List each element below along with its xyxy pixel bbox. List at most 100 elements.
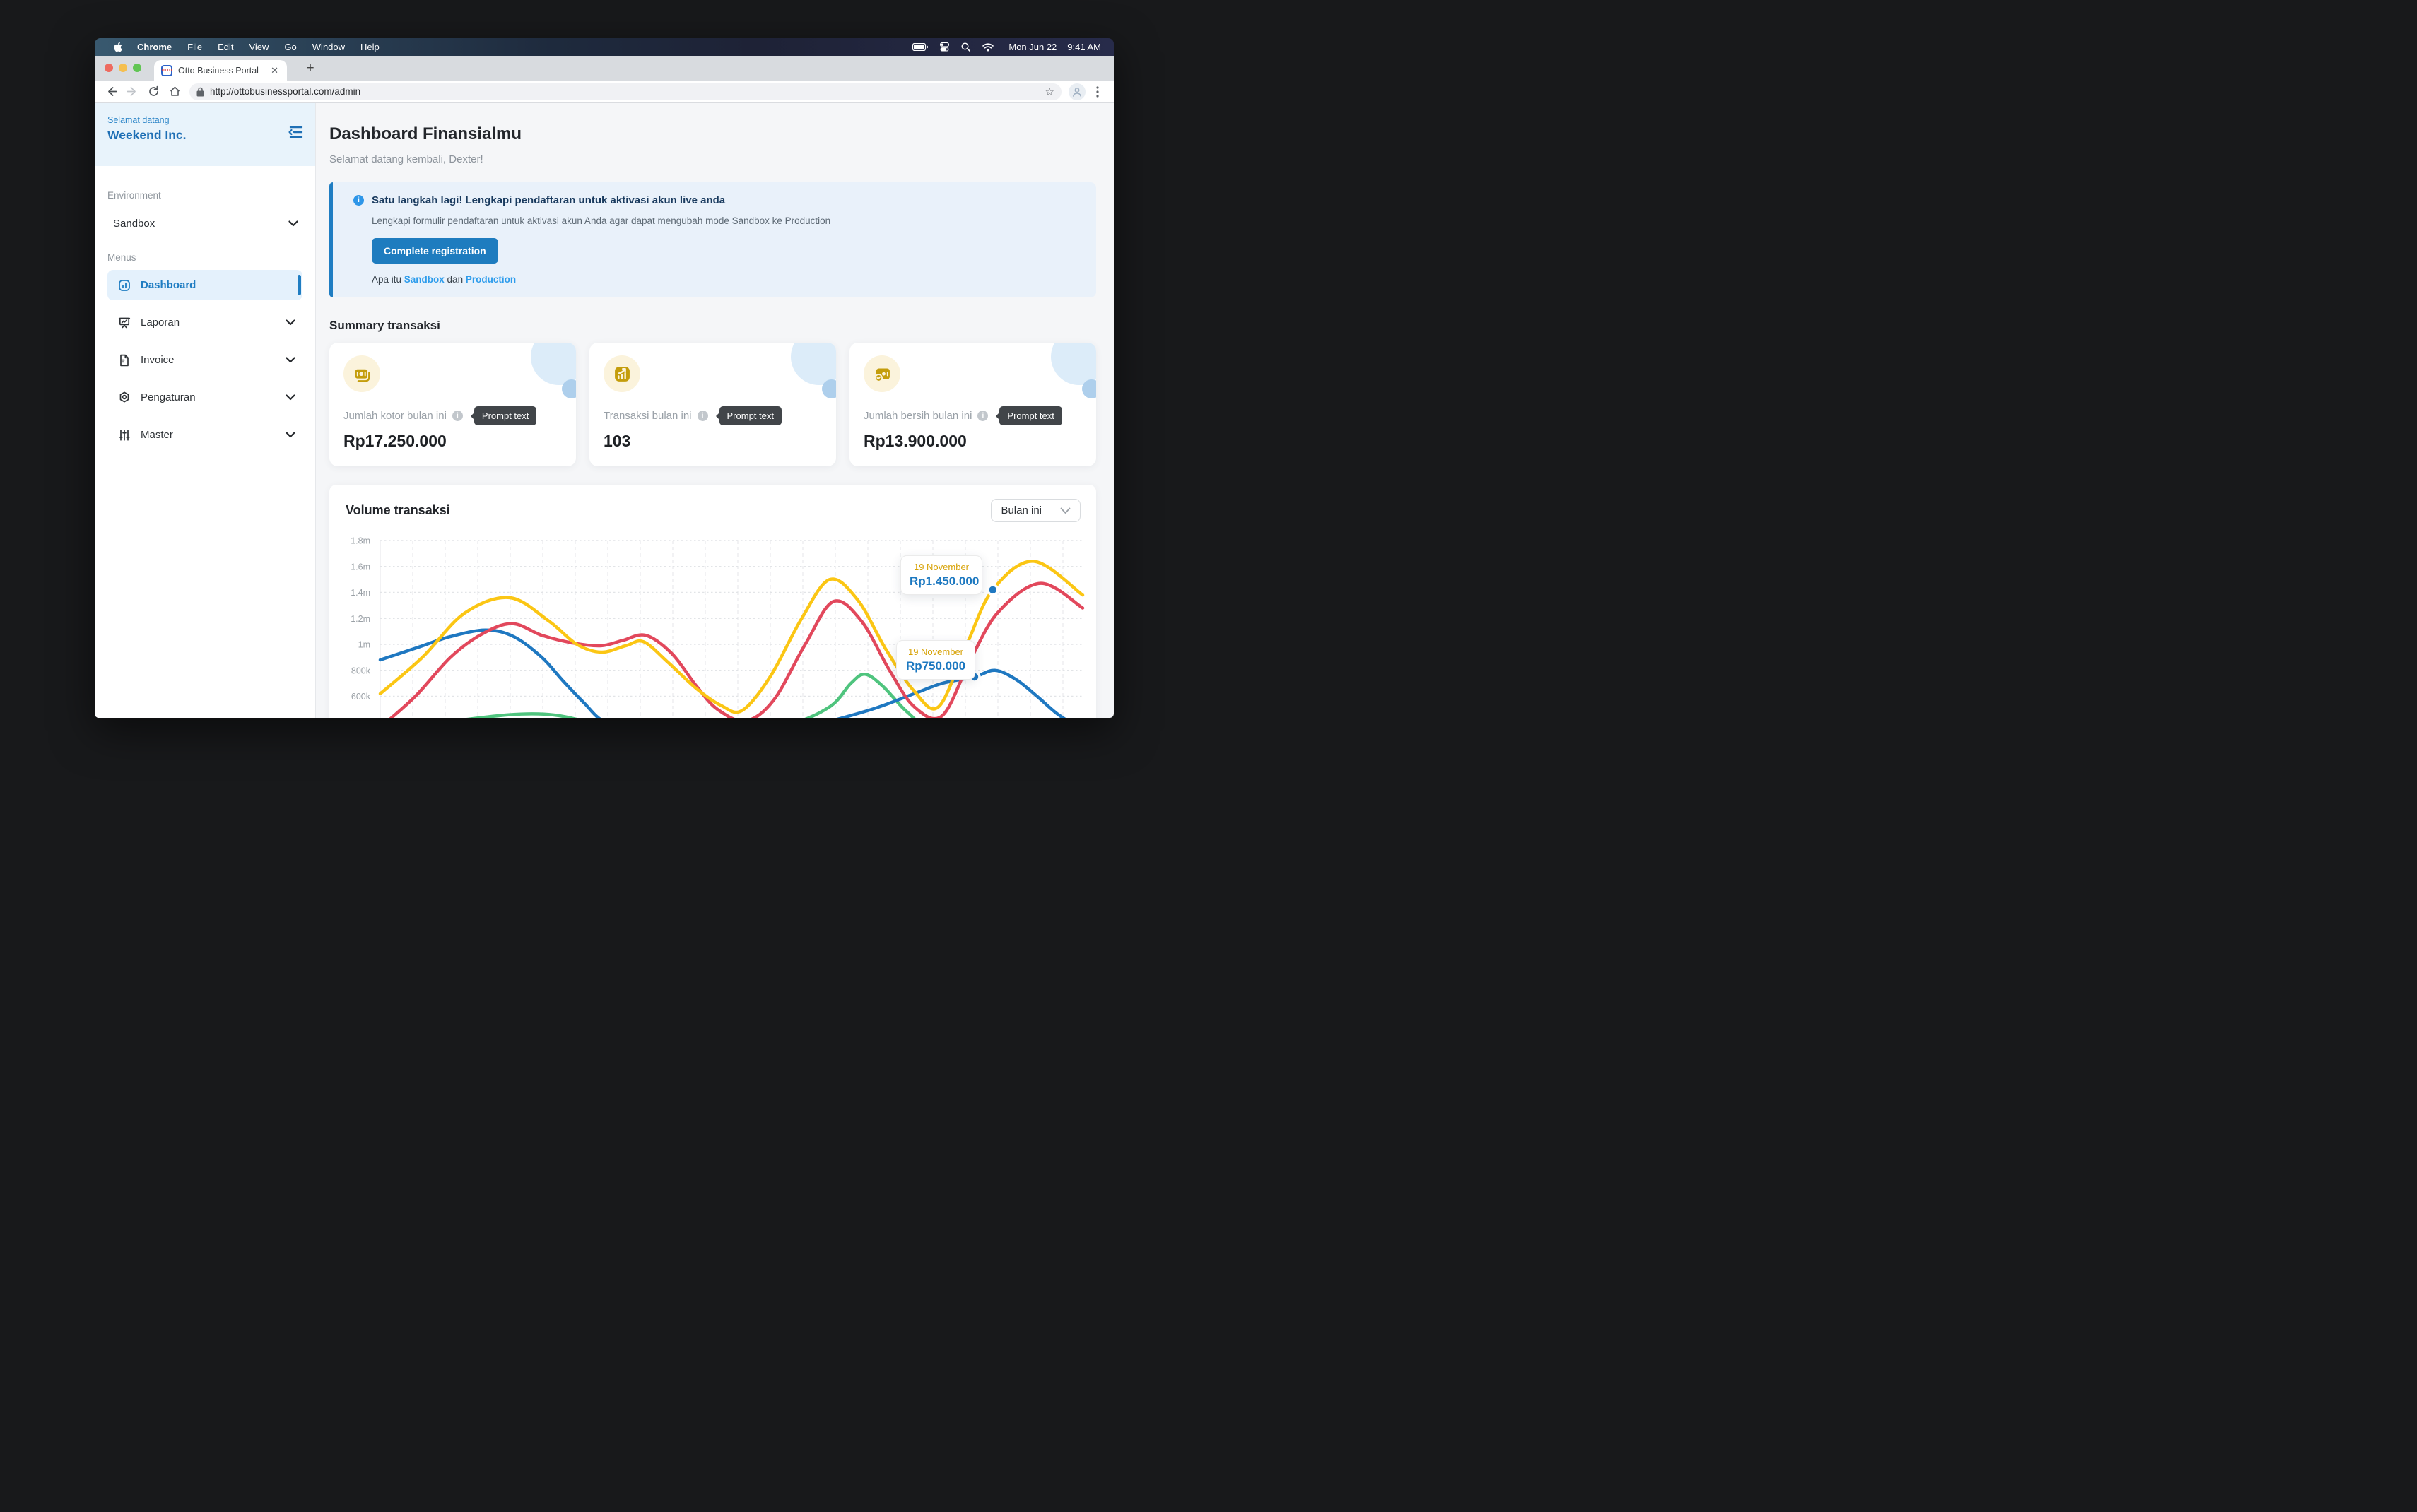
card-label: Jumlah bersih bulan ini — [864, 410, 972, 422]
chevron-down-icon — [286, 319, 295, 326]
line-chart: 1.8m 1.6m 1.4m 1.2m 1m 800k 600k — [351, 536, 1085, 718]
battery-icon[interactable] — [910, 43, 931, 51]
card-label: Jumlah kotor bulan ini — [343, 410, 447, 422]
home-icon[interactable] — [165, 83, 184, 101]
sidebar-collapse-icon[interactable] — [287, 124, 304, 140]
banner-footer-prefix: Apa itu — [372, 274, 404, 285]
decorative-circle — [822, 379, 836, 398]
banner-footer: Apa itu Sandbox dan Production — [372, 274, 1082, 285]
environment-select[interactable]: Sandbox — [107, 218, 302, 230]
menubar-time: 9:41 AM — [1067, 42, 1101, 52]
menubar-item-window[interactable]: Window — [312, 42, 346, 52]
sidebar-item-master[interactable]: Master — [107, 420, 302, 450]
wifi-icon[interactable] — [980, 42, 996, 52]
prompt-tooltip: Prompt text — [996, 406, 1062, 425]
money-icon — [343, 355, 380, 392]
lock-icon[interactable] — [196, 87, 204, 97]
decorative-circle — [562, 379, 576, 398]
sidebar-welcome-label: Selamat datang — [107, 115, 170, 125]
prompt-tooltip: Prompt text — [470, 406, 537, 425]
tab-close-icon[interactable]: ✕ — [271, 64, 278, 76]
environment-value: Sandbox — [113, 218, 155, 230]
browser-tab[interactable]: OTTO Otto Business Portal ✕ — [154, 60, 287, 81]
decorative-circle — [1082, 379, 1096, 398]
sidebar-item-invoice[interactable]: Invoice — [107, 345, 302, 375]
browser-toolbar: http://ottobusinessportal.com/admin ☆ — [95, 81, 1114, 103]
environment-label: Environment — [107, 190, 161, 201]
wallet-check-icon — [864, 355, 900, 392]
window-close-button[interactable] — [105, 64, 113, 72]
macos-menubar: Chrome File Edit View Go Window Help — [95, 38, 1114, 56]
tooltip-date: 19 November — [913, 562, 970, 572]
chart-up-icon — [604, 355, 640, 392]
info-icon[interactable]: i — [977, 411, 989, 421]
search-icon[interactable] — [958, 42, 973, 52]
chevron-down-icon — [286, 394, 295, 401]
sandbox-link[interactable]: Sandbox — [404, 274, 445, 285]
chevron-down-icon — [286, 432, 295, 438]
chart-period-value: Bulan ini — [1001, 504, 1042, 516]
sidebar-header: Selamat datang Weekend Inc. — [95, 103, 315, 166]
sidebar-item-label: Master — [141, 429, 173, 441]
menubar-item-view[interactable]: View — [249, 42, 269, 52]
control-center-icon[interactable] — [937, 42, 952, 52]
back-icon[interactable] — [102, 83, 120, 101]
card-label: Transaksi bulan ini — [604, 410, 692, 422]
decorative-circle — [1051, 343, 1096, 385]
forward-icon[interactable] — [123, 83, 141, 101]
complete-registration-button[interactable]: Complete registration — [372, 238, 498, 264]
sidebar-item-dashboard[interactable]: Dashboard — [107, 270, 302, 300]
sidebar-item-pengaturan[interactable]: Pengaturan — [107, 382, 302, 413]
card-value: Rp17.250.000 — [343, 432, 447, 450]
card-value: Rp13.900.000 — [864, 432, 967, 450]
page-subtitle: Selamat datang kembali, Dexter! — [329, 153, 483, 165]
summary-card-transactions: Transaksi bulan ini i Prompt text 103 — [589, 343, 836, 466]
profile-avatar[interactable] — [1069, 83, 1086, 100]
summary-card-gross: Jumlah kotor bulan ini i Prompt text Rp1… — [329, 343, 576, 466]
reload-icon[interactable] — [144, 83, 163, 101]
dashboard-icon — [117, 278, 131, 293]
new-tab-button[interactable]: + — [306, 61, 314, 76]
url-text[interactable]: http://ottobusinessportal.com/admin — [210, 86, 361, 97]
chart-period-dropdown[interactable]: Bulan ini — [991, 499, 1081, 522]
info-icon: i — [353, 195, 364, 206]
main-content: Dashboard Finansialmu Selamat datang kem… — [316, 103, 1114, 718]
apple-icon[interactable] — [113, 42, 122, 52]
svg-text:1.2m: 1.2m — [351, 614, 370, 624]
info-icon[interactable]: i — [697, 411, 708, 421]
menubar-item-file[interactable]: File — [187, 42, 203, 52]
svg-text:1m: 1m — [358, 640, 370, 650]
chart-tooltip: 19 November Rp750.000 — [896, 640, 975, 680]
menubar-item-edit[interactable]: Edit — [218, 42, 234, 52]
window-zoom-button[interactable] — [133, 64, 141, 72]
chart-tooltip: 19 November Rp1.450.000 — [900, 555, 982, 595]
tooltip-value: Rp1.450.000 — [910, 574, 980, 588]
volume-chart-card: Volume transaksi Bulan ini 1.8m 1.6m 1.4m 1… — [329, 485, 1096, 718]
svg-text:1.4m: 1.4m — [351, 588, 370, 598]
svg-text:800k: 800k — [351, 666, 371, 675]
menubar-item-help[interactable]: Help — [360, 42, 380, 52]
menubar-item-go[interactable]: Go — [284, 42, 297, 52]
sidebar-item-label: Pengaturan — [141, 391, 196, 403]
svg-text:1.6m: 1.6m — [351, 562, 370, 572]
sidebar-item-label: Invoice — [141, 354, 175, 366]
bookmark-star-icon[interactable]: ☆ — [1045, 85, 1054, 98]
info-icon[interactable]: i — [452, 411, 463, 421]
svg-text:1.8m: 1.8m — [351, 536, 370, 546]
mac-screen: Chrome File Edit View Go Window Help — [95, 38, 1114, 718]
summary-card-net: Jumlah bersih bulan ini i Prompt text Rp… — [849, 343, 1096, 466]
menubar-date: Mon Jun 22 — [1008, 42, 1057, 52]
window-minimize-button[interactable] — [119, 64, 127, 72]
page-title: Dashboard Finansialmu — [329, 124, 522, 143]
menubar-item-chrome[interactable]: Chrome — [137, 42, 172, 52]
address-bar[interactable]: http://ottobusinessportal.com/admin ☆ — [189, 83, 1062, 100]
settings-icon — [117, 391, 131, 405]
kebab-menu-icon[interactable] — [1088, 83, 1107, 101]
tooltip-value: Rp750.000 — [905, 659, 966, 673]
summary-heading: Summary transaksi — [329, 319, 440, 332]
company-name: Weekend Inc. — [107, 128, 187, 142]
sidebar-item-laporan[interactable]: Laporan — [107, 307, 302, 338]
production-link[interactable]: Production — [465, 274, 517, 285]
svg-text:600k: 600k — [351, 692, 371, 702]
prompt-tooltip: Prompt text — [715, 406, 782, 425]
